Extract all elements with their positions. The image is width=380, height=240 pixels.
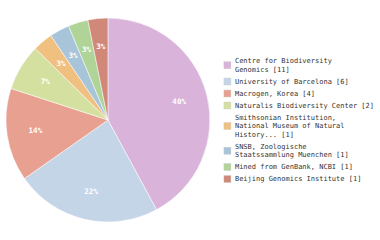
legend-label: Mined from GenBank, NCBI [1] <box>235 163 353 171</box>
legend-label: SNSB, ZoologischeStaatssammlung Muenchen… <box>235 143 349 160</box>
legend-entry: Centre for BiodiversityGenomics [11] <box>224 57 332 74</box>
chart: Centre for BiodiversityGenomics [11] Univ… <box>0 0 380 240</box>
legend-entry: Beijing Genomics Institute [1] <box>224 175 361 183</box>
legend-label-line: History... [1] <box>235 131 294 139</box>
legend-entry: Macrogen, Korea [4] <box>224 90 315 98</box>
legend-swatch <box>224 123 231 130</box>
legend-entry: Smithsonian Institution,National Museum … <box>224 114 345 139</box>
data-label: 3% <box>96 42 106 51</box>
legend-entry: Mined from GenBank, NCBI [1] <box>224 163 353 171</box>
legend-label: Beijing Genomics Institute [1] <box>235 175 361 183</box>
legend-label-line: Centre for Biodiversity <box>235 57 332 65</box>
data-label: 7% <box>41 77 51 86</box>
legend-label-line: Smithsonian Institution, <box>235 114 336 122</box>
legend-entry: SNSB, ZoologischeStaatssammlung Muenchen… <box>224 143 349 160</box>
pie-slice <box>88 18 108 120</box>
data-label: 3% <box>56 59 66 68</box>
legend-label: Macrogen, Korea [4] <box>235 90 315 98</box>
data-label: 22% <box>84 187 98 196</box>
legend-label: Centre for BiodiversityGenomics [11] <box>235 57 332 74</box>
legend-label-line: Mined from GenBank, NCBI [1] <box>235 163 353 171</box>
legend-label-line: Beijing Genomics Institute [1] <box>235 175 361 183</box>
legend-label: Smithsonian Institution,National Museum … <box>235 114 345 139</box>
legend-label: University of Barcelona [6] <box>235 78 349 86</box>
pie <box>6 18 210 222</box>
legend-swatch <box>224 78 231 85</box>
legend-label-line: National Museum of Natural <box>235 122 345 130</box>
legend-label-line: SNSB, Zoologische <box>235 143 307 151</box>
legend-label-line: Staatssammlung Muenchen [1] <box>235 151 349 159</box>
legend-label-line: University of Barcelona [6] <box>235 78 349 86</box>
legend-swatch <box>224 90 231 97</box>
legend-label-line: Macrogen, Korea [4] <box>235 90 315 98</box>
legend-label-line: Genomics [11] <box>235 66 290 74</box>
legend-swatch <box>224 102 231 109</box>
data-label: 3% <box>82 45 92 54</box>
legend-swatch <box>224 176 231 183</box>
legend-label: Naturalis Biodiversity Center [2] <box>235 102 374 110</box>
legend-swatch <box>224 62 231 69</box>
legend-swatch <box>224 147 231 154</box>
data-label: 40% <box>172 97 186 106</box>
data-labels: 40%22%14%7%3%3%3%3% <box>29 42 187 196</box>
legend-entry: Naturalis Biodiversity Center [2] <box>224 102 374 110</box>
data-label: 3% <box>69 51 79 60</box>
legend-swatch <box>224 164 231 171</box>
data-label: 14% <box>29 126 43 135</box>
legend-entry: University of Barcelona [6] <box>224 78 349 86</box>
legend-label-line: Naturalis Biodiversity Center [2] <box>235 102 374 110</box>
legend: Centre for BiodiversityGenomics [11] Univ… <box>224 57 374 183</box>
